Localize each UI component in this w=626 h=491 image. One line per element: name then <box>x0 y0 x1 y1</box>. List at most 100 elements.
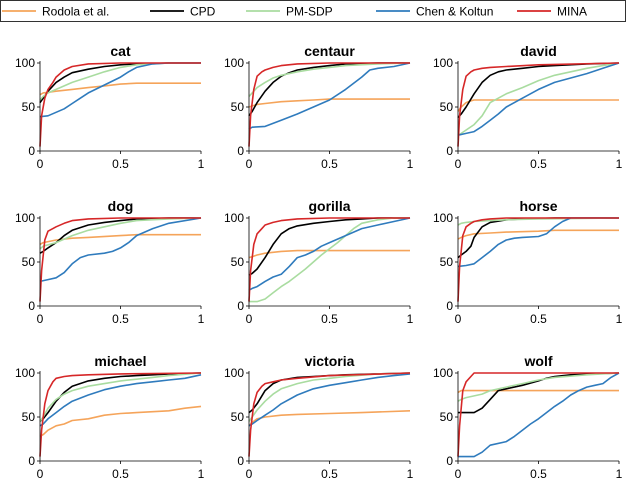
series-line-chen-koltun <box>248 62 411 130</box>
series-line-rodola-et-al- <box>39 82 201 96</box>
y-tick-label: 50 <box>440 100 454 114</box>
series-line-rodola-et-al- <box>457 229 619 240</box>
series-line-mina <box>457 62 620 147</box>
series-line-rodola-et-al- <box>457 389 619 394</box>
series-line-chen-koltun <box>39 62 201 118</box>
x-tick-label: 1 <box>198 157 205 171</box>
x-tick-label: 1 <box>198 312 205 326</box>
y-tick-label: 100 <box>433 211 453 225</box>
panel-victoria: victoria 0 50 100 0 0.5 1 <box>224 353 414 481</box>
y-tick-label: 100 <box>15 211 35 225</box>
panel-gorilla: gorilla 0 50 100 0 0.5 1 <box>224 198 414 326</box>
y-tick-label: 100 <box>433 366 453 380</box>
x-tick-label: 0 <box>246 312 253 326</box>
x-tick-label: 0 <box>455 312 462 326</box>
x-tick-label: 0 <box>246 467 253 481</box>
y-tick-label: 0 <box>28 454 35 468</box>
x-tick-label: 1 <box>407 467 414 481</box>
series-line-pm-sdp <box>457 62 620 136</box>
y-tick-label: 100 <box>433 56 453 70</box>
series-line-pm-sdp <box>248 372 411 422</box>
series-line-pm-sdp <box>39 372 202 422</box>
x-tick-label: 0 <box>246 157 253 171</box>
y-tick-label: 50 <box>231 255 245 269</box>
panel-title: gorilla <box>308 198 350 214</box>
x-tick-label: 0 <box>455 467 462 481</box>
y-tick-label: 100 <box>15 56 35 70</box>
series-line-rodola-et-al- <box>248 98 410 108</box>
y-tick-label: 0 <box>237 299 244 313</box>
series-line-mina <box>248 62 410 147</box>
series-line-mina <box>248 372 411 457</box>
y-tick-label: 0 <box>446 299 453 313</box>
x-tick-label: 1 <box>616 467 623 481</box>
panel-cat: cat 0 50 100 0 0.5 1 <box>15 43 205 171</box>
panel-title: horse <box>519 198 557 214</box>
series-line-mina <box>457 217 619 302</box>
series-line-cpd <box>39 372 202 423</box>
series-line-pm-sdp <box>39 217 202 250</box>
series-line-chen-koltun <box>457 217 619 268</box>
panel-dog: dog 0 50 100 0 0.5 1 <box>15 198 205 326</box>
series-line-chen-koltun <box>248 373 411 427</box>
y-tick-label: 0 <box>237 454 244 468</box>
x-tick-label: 0.5 <box>112 157 129 171</box>
y-tick-label: 0 <box>446 454 453 468</box>
series-line-pm-sdp <box>457 217 620 226</box>
series-line-pm-sdp <box>457 372 620 402</box>
series-line-pm-sdp <box>39 62 201 101</box>
panel-michael: michael 0 50 100 0 0.5 1 <box>15 353 205 481</box>
x-tick-label: 1 <box>198 467 205 481</box>
series-line-chen-koltun <box>457 62 620 136</box>
y-tick-label: 50 <box>22 255 36 269</box>
panel-title: cat <box>110 43 131 59</box>
y-tick-label: 50 <box>22 100 36 114</box>
series-line-cpd <box>248 62 410 117</box>
series-line-chen-koltun <box>39 374 202 427</box>
panel-horse: horse 0 50 100 0 0.5 1 <box>433 198 623 326</box>
x-tick-label: 0.5 <box>530 312 547 326</box>
x-tick-label: 0.5 <box>112 467 129 481</box>
legend-label-0: Rodola et al. <box>42 5 109 19</box>
series-line-mina <box>39 62 201 147</box>
x-tick-label: 0 <box>455 157 462 171</box>
y-tick-label: 50 <box>440 410 454 424</box>
x-tick-label: 0 <box>37 467 44 481</box>
y-tick-label: 100 <box>224 56 244 70</box>
series-line-mina <box>39 372 202 457</box>
x-tick-label: 0.5 <box>112 312 129 326</box>
series-line-cpd <box>248 217 410 276</box>
y-tick-label: 50 <box>440 255 454 269</box>
series-line-cpd <box>458 372 620 414</box>
y-tick-label: 100 <box>224 366 244 380</box>
series-line-chen-koltun <box>248 217 411 291</box>
panel-wolf: wolf 0 50 100 0 0.5 1 <box>433 353 623 481</box>
series-line-cpd <box>457 62 620 119</box>
series-line-mina <box>39 217 201 302</box>
legend-label-2: PM-SDP <box>286 5 333 19</box>
panel-centaur: centaur 0 50 100 0 0.5 1 <box>224 43 414 171</box>
x-tick-label: 1 <box>407 157 414 171</box>
x-tick-label: 0.5 <box>321 467 338 481</box>
series-line-rodola-et-al- <box>39 405 202 438</box>
x-tick-label: 0.5 <box>321 312 338 326</box>
panel-title: centaur <box>304 43 355 59</box>
x-tick-label: 0 <box>37 157 44 171</box>
legend: Rodola et al. CPD PM-SDP Chen & Koltun MINA <box>0 0 626 22</box>
x-tick-label: 1 <box>407 312 414 326</box>
legend-label-3: Chen & Koltun <box>416 5 493 19</box>
series-line-rodola-et-al- <box>248 249 410 259</box>
y-tick-label: 100 <box>15 366 35 380</box>
panel-title: wolf <box>524 353 553 369</box>
panel-title: michael <box>94 353 146 369</box>
series-line-cpd <box>457 217 619 259</box>
panel-david: david 0 50 100 0 0.5 1 <box>433 43 623 171</box>
x-tick-label: 0.5 <box>530 157 547 171</box>
x-tick-label: 0.5 <box>530 467 547 481</box>
x-tick-label: 1 <box>616 157 623 171</box>
y-tick-label: 0 <box>446 144 453 158</box>
series-line-pm-sdp <box>249 217 410 303</box>
series-line-rodola-et-al- <box>248 410 411 427</box>
